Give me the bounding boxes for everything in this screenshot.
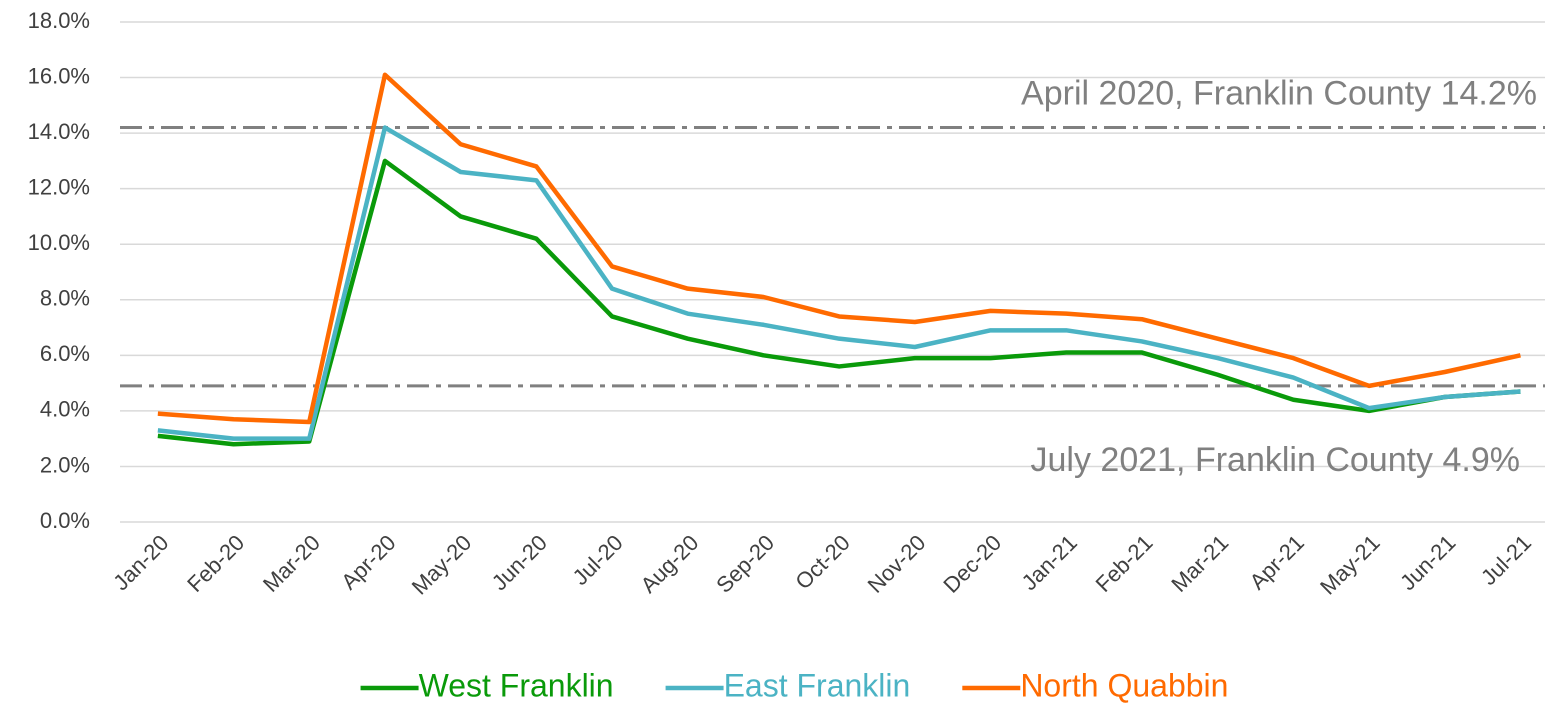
x-tick-label: Jan-20: [108, 530, 173, 595]
y-tick-label: 0.0%: [40, 508, 90, 533]
x-tick-label: Mar-20: [258, 530, 325, 597]
y-tick-label: 18.0%: [28, 8, 90, 33]
x-tick-label: Jan-21: [1017, 530, 1082, 595]
y-tick-label: 10.0%: [28, 230, 90, 255]
x-tick-label: Jul-20: [568, 530, 628, 590]
legend-label: East Franklin: [724, 667, 911, 703]
x-tick-label: Oct-20: [790, 530, 854, 594]
annotation: April 2020, Franklin County 14.2%: [1021, 75, 1537, 113]
x-tick-label: Sep-20: [711, 530, 779, 598]
x-tick-label: Feb-20: [182, 530, 249, 597]
x-tick-label: May-21: [1315, 530, 1385, 600]
x-tick-label: Feb-21: [1091, 530, 1158, 597]
x-tick-label: Aug-20: [636, 530, 704, 598]
series-line: [157, 158, 1521, 447]
y-tick-label: 2.0%: [40, 452, 90, 477]
legend-label: North Quabbin: [1020, 667, 1228, 703]
legend-label: West Franklin: [419, 667, 614, 703]
y-tick-label: 6.0%: [40, 341, 90, 366]
x-tick-label: Dec-20: [938, 530, 1006, 598]
annotation: July 2021, Franklin County 4.9%: [1031, 441, 1520, 479]
series-line: [157, 72, 1521, 425]
x-tick-label: Jun-20: [487, 530, 552, 595]
x-tick-label: Nov-20: [863, 530, 931, 598]
y-tick-label: 16.0%: [28, 63, 90, 88]
y-tick-label: 4.0%: [40, 397, 90, 422]
x-tick-label: Apr-21: [1245, 530, 1309, 594]
y-tick-label: 14.0%: [28, 119, 90, 144]
x-tick-label: Mar-21: [1166, 530, 1233, 597]
y-tick-label: 8.0%: [40, 286, 90, 311]
x-tick-label: Apr-20: [336, 530, 400, 594]
y-tick-label: 12.0%: [28, 174, 90, 199]
x-tick-label: May-20: [407, 530, 477, 600]
series-line: [157, 125, 1521, 441]
x-tick-label: Jun-21: [1395, 530, 1460, 595]
x-tick-label: Jul-21: [1476, 530, 1536, 590]
